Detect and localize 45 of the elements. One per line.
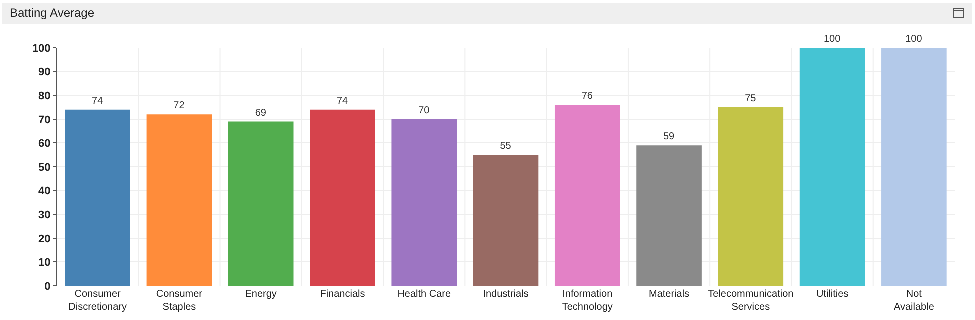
x-tick-label: Utilities — [816, 289, 849, 300]
x-tick-label: Industrials — [483, 289, 529, 300]
bar — [392, 119, 458, 286]
y-tick-label: 10 — [38, 257, 51, 270]
x-tick-label: Health Care — [398, 289, 452, 300]
data-label: 70 — [418, 105, 430, 116]
bar — [718, 108, 784, 286]
y-tick-label: 60 — [38, 138, 51, 150]
x-tick-label: Financials — [320, 289, 366, 300]
y-tick-label: 20 — [38, 233, 51, 246]
data-label: 59 — [663, 132, 676, 143]
chart-title: Batting Average — [10, 6, 95, 20]
x-tick-label: Consumer Staples — [156, 289, 204, 313]
data-label: 100 — [824, 34, 842, 45]
data-label: 100 — [906, 34, 923, 45]
data-label: 76 — [582, 91, 594, 102]
y-tick-label: 0 — [44, 280, 51, 293]
data-label: 55 — [500, 141, 512, 152]
data-label: 74 — [336, 96, 349, 107]
bar — [882, 48, 947, 286]
data-label: 69 — [255, 108, 267, 119]
data-label: 75 — [745, 94, 757, 104]
bar — [554, 105, 620, 286]
x-tick-label: Information Technology — [562, 289, 613, 313]
y-tick-label: 50 — [38, 162, 51, 174]
x-tick-label: Telecommunication Services — [708, 289, 794, 313]
y-tick-label: 90 — [38, 66, 51, 79]
y-tick-label: 80 — [38, 90, 51, 102]
bar — [146, 114, 212, 286]
x-tick-label: Materials — [648, 289, 690, 300]
y-tick-label: 40 — [38, 186, 51, 198]
bar — [473, 155, 539, 286]
x-tick-label: Consumer Discretionary — [68, 289, 127, 313]
data-label: 72 — [174, 100, 186, 112]
data-label: 74 — [92, 96, 104, 107]
bar — [310, 110, 376, 286]
x-tick-label: Not Available — [894, 289, 935, 313]
bar — [228, 122, 294, 286]
y-tick-label: 70 — [38, 114, 51, 126]
x-tick-label: Energy — [245, 289, 277, 300]
bar — [800, 48, 866, 286]
bar — [65, 110, 130, 286]
y-tick-label: 100 — [32, 42, 51, 55]
bar — [636, 146, 702, 286]
y-tick-label: 30 — [38, 209, 51, 222]
